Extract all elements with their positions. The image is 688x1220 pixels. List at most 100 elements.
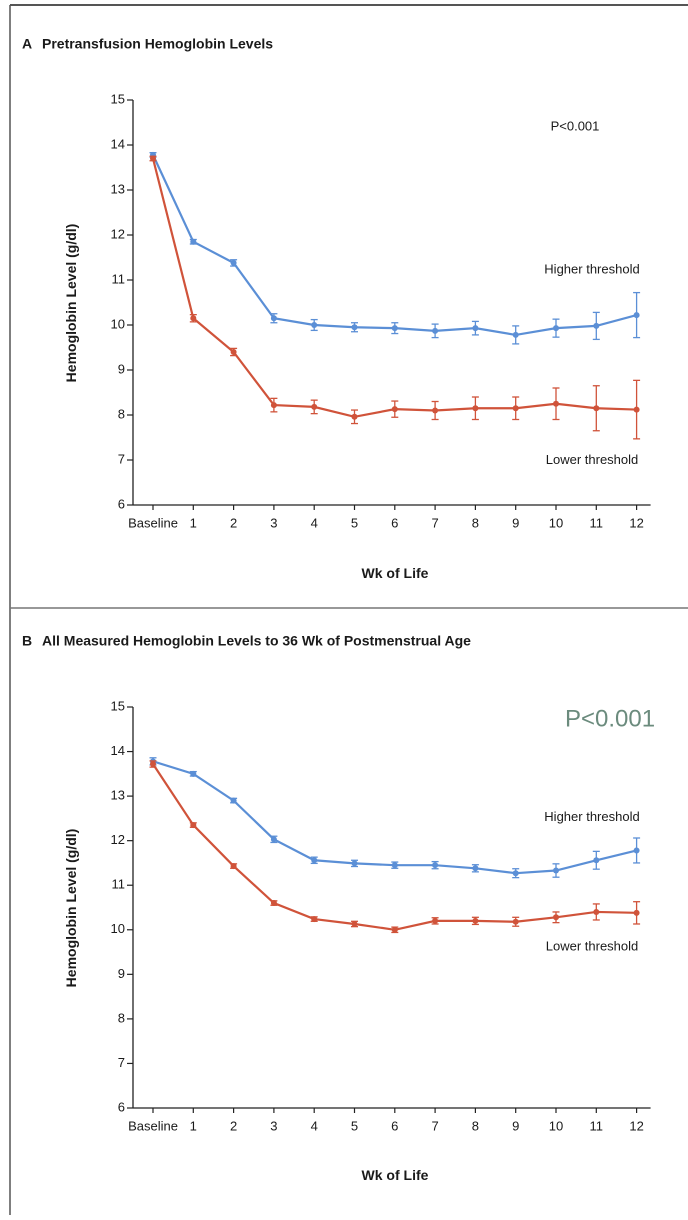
x-tick-label: 5 <box>351 515 358 530</box>
y-tick-label: 13 <box>111 181 125 196</box>
x-tick-label: 7 <box>431 515 438 530</box>
marker <box>230 797 237 804</box>
y-tick-label: 15 <box>111 698 125 713</box>
marker <box>230 863 237 870</box>
x-tick-label: 9 <box>512 1118 519 1133</box>
marker <box>190 315 197 322</box>
x-tick-label: 11 <box>590 515 604 530</box>
x-tick-label: 12 <box>629 1118 643 1133</box>
marker <box>351 920 358 927</box>
y-tick-label: 7 <box>118 1055 125 1070</box>
marker <box>472 325 479 332</box>
series-line <box>152 154 637 337</box>
y-axis-label: Hemoglobin Level (g/dl) <box>63 829 79 988</box>
x-tick-label: Baseline <box>128 515 178 530</box>
x-tick-label: 2 <box>230 515 237 530</box>
x-tick-label: 4 <box>311 515 318 530</box>
x-tick-label: 6 <box>391 1118 398 1133</box>
x-axis-label: Wk of Life <box>362 1167 429 1183</box>
marker <box>311 916 318 923</box>
marker <box>432 407 439 414</box>
x-tick-label: 8 <box>472 515 479 530</box>
marker <box>230 349 237 355</box>
panel-label: B <box>22 633 32 649</box>
y-tick-label: 15 <box>111 91 125 106</box>
series-label: Lower threshold <box>546 452 639 467</box>
marker <box>593 908 600 915</box>
marker <box>432 862 439 869</box>
y-tick-label: 9 <box>118 361 125 376</box>
y-tick-label: 10 <box>111 921 125 936</box>
marker <box>391 926 398 933</box>
x-tick-label: 10 <box>549 515 563 530</box>
marker <box>472 865 479 872</box>
marker <box>633 312 640 319</box>
marker <box>553 325 559 332</box>
marker <box>633 909 640 916</box>
marker <box>633 847 640 854</box>
panel-title: Pretransfusion Hemoglobin Levels <box>42 36 273 52</box>
y-tick-label: 12 <box>111 226 125 241</box>
y-tick-label: 7 <box>118 451 125 466</box>
y-tick-label: 12 <box>111 832 125 847</box>
marker <box>190 770 197 777</box>
series-label: Higher threshold <box>544 262 639 277</box>
series-line <box>152 763 637 931</box>
x-tick-label: 2 <box>230 1118 237 1133</box>
y-tick-label: 10 <box>111 316 125 331</box>
x-tick-label: 4 <box>311 1118 318 1133</box>
y-tick-label: 8 <box>118 1010 125 1025</box>
y-tick-label: 6 <box>118 1099 125 1114</box>
marker <box>311 403 318 410</box>
p-value: P<0.001 <box>565 705 655 732</box>
y-tick-label: 9 <box>118 966 125 981</box>
marker <box>270 900 277 907</box>
panel-label: A <box>22 36 32 52</box>
x-tick-label: 5 <box>351 1118 358 1133</box>
marker <box>432 327 439 334</box>
marker <box>512 331 519 338</box>
marker <box>593 857 600 864</box>
marker <box>472 405 479 412</box>
p-value: P<0.001 <box>551 118 600 133</box>
marker <box>391 406 398 413</box>
series-label: Higher threshold <box>544 809 639 824</box>
y-tick-label: 8 <box>118 406 125 421</box>
marker <box>432 917 439 924</box>
panel-title: All Measured Hemoglobin Levels to 36 Wk … <box>42 633 471 649</box>
marker <box>311 322 318 328</box>
x-tick-label: 1 <box>190 1118 197 1133</box>
marker <box>391 325 398 332</box>
x-tick-label: 7 <box>431 1118 438 1133</box>
x-tick-label: Baseline <box>128 1118 178 1133</box>
marker <box>633 406 640 413</box>
series-line <box>151 158 637 418</box>
marker <box>593 405 600 412</box>
y-tick-label: 14 <box>111 136 125 151</box>
marker <box>270 836 277 843</box>
marker <box>270 315 277 322</box>
marker <box>512 870 519 877</box>
marker <box>512 918 519 925</box>
y-tick-label: 11 <box>112 877 126 892</box>
y-tick-label: 13 <box>111 788 125 803</box>
x-tick-label: 1 <box>190 515 197 530</box>
x-tick-label: 12 <box>629 515 643 530</box>
x-tick-label: 9 <box>512 515 519 530</box>
marker <box>391 862 398 869</box>
y-tick-label: 14 <box>111 743 125 758</box>
marker <box>553 867 559 874</box>
x-tick-label: 3 <box>270 515 277 530</box>
marker <box>553 914 559 921</box>
marker <box>351 324 358 331</box>
marker <box>150 155 156 162</box>
y-axis-label: Hemoglobin Level (g/dl) <box>63 224 79 383</box>
y-tick-label: 6 <box>118 496 125 511</box>
marker <box>230 259 237 266</box>
x-tick-label: 11 <box>590 1118 604 1133</box>
marker <box>593 322 600 329</box>
marker <box>553 400 559 407</box>
marker <box>351 413 358 420</box>
